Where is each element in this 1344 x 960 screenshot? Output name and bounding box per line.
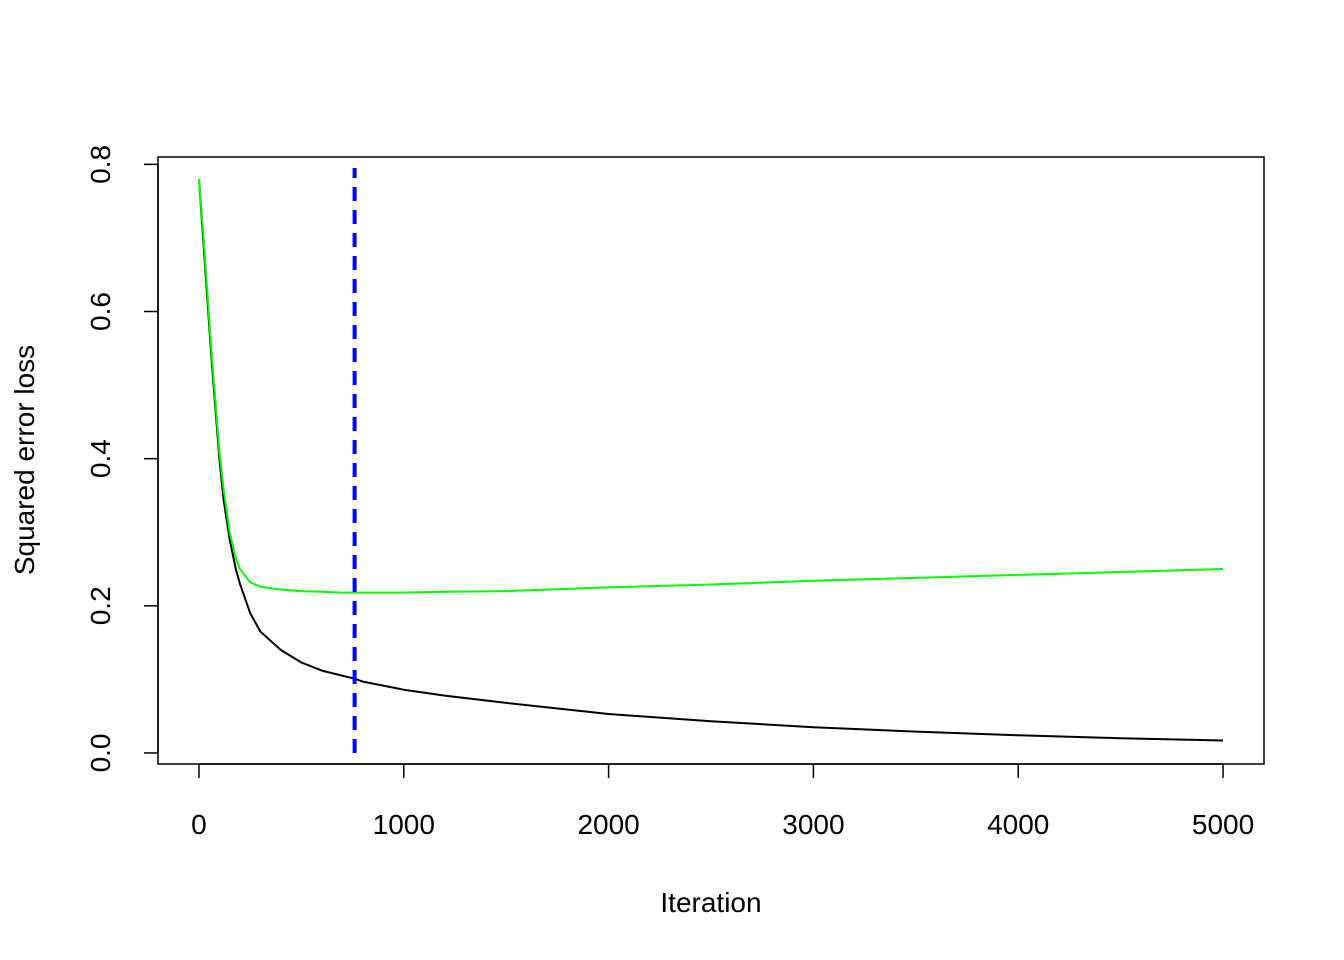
y-tick-label: 0.8: [85, 145, 116, 184]
y-tick-label: 0.4: [85, 439, 116, 478]
y-axis: 0.0 0.2 0.4 0.6 0.8: [85, 145, 159, 772]
x-tick-label: 0: [191, 809, 207, 840]
x-tick-label: 3000: [782, 809, 844, 840]
series-layer: [198, 179, 1224, 742]
x-axis-label: Iteration: [660, 887, 761, 918]
x-axis: 0 1000 2000 3000 4000 5000: [191, 763, 1254, 840]
x-tick-label: 1000: [373, 809, 435, 840]
series-line-1: [198, 179, 1224, 742]
y-tick-label: 0.2: [85, 586, 116, 625]
x-tick-label: 2000: [577, 809, 639, 840]
x-tick-label: 5000: [1192, 809, 1254, 840]
y-tick-label: 0.6: [85, 292, 116, 331]
plot-frame: [157, 156, 1265, 765]
y-tick-label: 0.0: [85, 733, 116, 772]
y-axis-label: Squared error loss: [9, 345, 40, 575]
x-tick-label: 4000: [987, 809, 1049, 840]
series-line-2: [198, 179, 1224, 594]
